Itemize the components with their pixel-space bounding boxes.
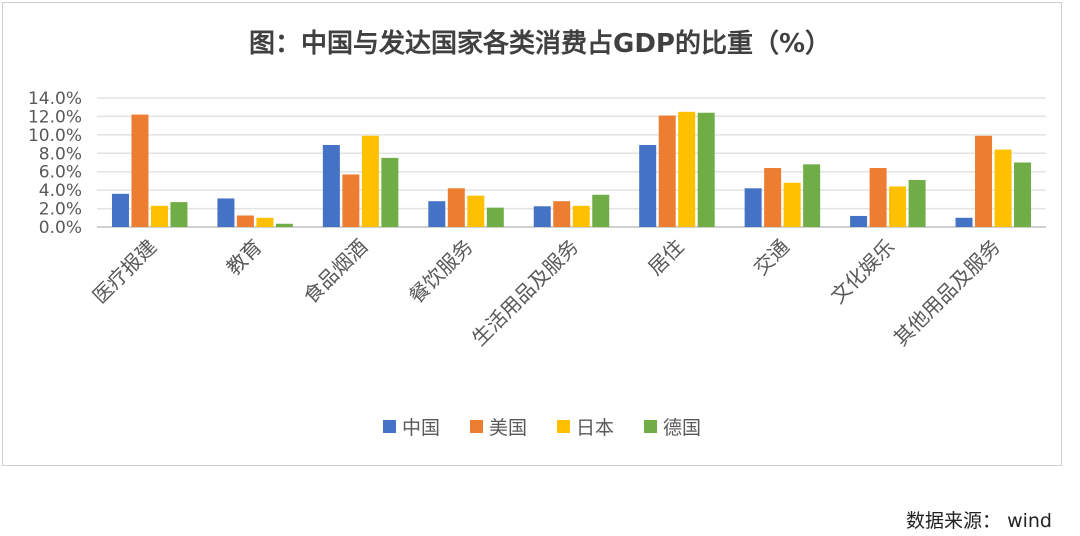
bar-中国: [111, 193, 129, 227]
x-category-label: 餐饮服务: [404, 235, 478, 309]
bar-德国: [170, 202, 188, 227]
bar-中国: [217, 198, 235, 227]
legend-swatch: [383, 420, 396, 433]
y-tick-label: 12.0%: [28, 107, 82, 127]
bar-日本: [994, 149, 1012, 227]
bar-德国: [275, 223, 293, 227]
bar-德国: [697, 112, 715, 227]
bar-中国: [639, 144, 657, 227]
legend-label: 美国: [489, 417, 527, 439]
legend-label: 德国: [663, 417, 701, 439]
source-note: 数据来源： wind: [906, 510, 1052, 532]
bar-中国: [850, 215, 868, 227]
bar-德国: [803, 164, 821, 227]
bar-日本: [889, 186, 907, 227]
bar-日本: [678, 111, 696, 227]
x-category-label: 医疗报建: [88, 235, 162, 309]
bar-中国: [428, 201, 446, 227]
x-category-label: 食品烟酒: [299, 235, 373, 309]
bar-中国: [955, 217, 973, 227]
bar-日本: [783, 182, 801, 227]
bar-中国: [744, 188, 762, 227]
legend-swatch: [470, 420, 483, 433]
legend-swatch: [557, 420, 570, 433]
bar-美国: [131, 114, 149, 227]
bar-美国: [764, 168, 782, 227]
x-category-label: 居住: [643, 235, 688, 280]
x-category-label: 文化娱乐: [826, 235, 900, 309]
bar-德国: [486, 207, 504, 227]
bar-德国: [1014, 162, 1032, 227]
x-category-label: 其他用品及服务: [889, 235, 1005, 351]
bar-德国: [381, 157, 399, 227]
bar-中国: [322, 144, 340, 227]
bar-日本: [467, 195, 485, 227]
bar-美国: [447, 188, 465, 227]
x-category-label: 教育: [221, 235, 266, 280]
legend-label: 中国: [402, 417, 440, 439]
y-tick-label: 10.0%: [28, 126, 82, 146]
x-category-label: 生活用品及服务: [467, 235, 583, 351]
bar-美国: [869, 168, 887, 227]
y-tick-label: 8.0%: [39, 144, 82, 164]
legend-label: 日本: [576, 417, 614, 439]
bar-美国: [342, 174, 360, 227]
chart-frame: [2, 2, 1062, 466]
y-tick-label: 4.0%: [39, 181, 82, 201]
y-tick-label: 14.0%: [28, 89, 82, 109]
bar-中国: [533, 206, 551, 227]
bar-美国: [975, 135, 993, 227]
bar-美国: [236, 215, 254, 227]
y-tick-label: 6.0%: [39, 163, 82, 183]
x-category-label: 交通: [749, 235, 794, 280]
bar-日本: [150, 205, 168, 227]
bar-日本: [572, 205, 590, 227]
chart-title: 图：中国与发达国家各类消费占GDP的比重（%）: [249, 28, 831, 59]
bar-德国: [908, 180, 926, 227]
bar-日本: [256, 217, 274, 227]
bar-美国: [553, 201, 571, 227]
bar-日本: [361, 135, 379, 227]
bar-美国: [658, 115, 676, 227]
legend-swatch: [644, 420, 657, 433]
y-tick-label: 2.0%: [39, 200, 82, 220]
y-tick-label: 0.0%: [39, 218, 82, 238]
bar-德国: [592, 194, 610, 227]
